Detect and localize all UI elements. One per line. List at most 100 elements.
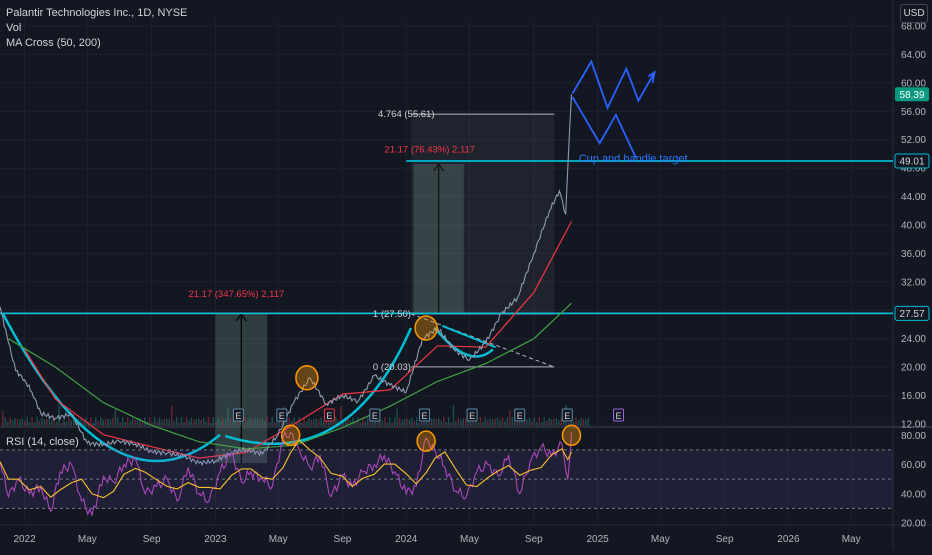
volume-label[interactable]: Vol: [6, 22, 22, 34]
y-tick-label: 40.00: [901, 221, 926, 232]
earnings-marker-letter: E: [517, 411, 523, 421]
symbol-title[interactable]: Palantir Technologies Inc., 1D, NYSE: [6, 7, 188, 19]
volume-bar: [428, 420, 430, 426]
volume-bar: [389, 417, 391, 426]
y-tick-label: 48.00: [901, 164, 926, 175]
y-tick-label: 64.00: [901, 50, 926, 61]
volume-bar: [19, 419, 21, 426]
rsi-tick-label: 40.00: [901, 489, 926, 500]
volume-bar: [63, 417, 65, 426]
volume-bar: [315, 418, 317, 426]
earnings-marker: [561, 408, 573, 422]
volume-bar: [560, 417, 562, 426]
volume-bar: [423, 421, 425, 426]
volume-bar: [575, 417, 577, 426]
ma-cross-label[interactable]: MA Cross (50, 200): [6, 37, 101, 49]
volume-bar: [92, 422, 95, 426]
volume-bar: [158, 417, 161, 426]
volume-bar: [205, 421, 207, 426]
last-price-label: 58.39: [899, 90, 924, 101]
volume-bar: [114, 409, 117, 426]
volume-bar: [580, 418, 582, 426]
volume-bar: [308, 417, 310, 426]
volume-bar: [166, 418, 168, 426]
volume-bar: [462, 418, 464, 426]
volume-bar: [479, 417, 482, 426]
volume-bar: [4, 417, 6, 426]
volume-bar: [563, 421, 565, 426]
rsi-tick-label: 20.00: [901, 519, 926, 530]
volume-bar: [347, 418, 349, 426]
volume-bar: [171, 405, 173, 426]
volume-bar: [53, 417, 55, 426]
y-tick-label: 24.00: [901, 334, 926, 345]
volume-bar: [33, 422, 36, 426]
volume-bar: [349, 420, 352, 426]
volume-bar: [6, 421, 9, 426]
volume-bar: [278, 420, 281, 426]
volume-bar: [384, 417, 386, 426]
x-tick-label: Sep: [143, 534, 161, 545]
volume-bar: [195, 418, 197, 426]
volume-bar: [403, 418, 406, 426]
volume-bar: [107, 418, 109, 426]
chart-annotation: 4.764 (55.61): [378, 109, 435, 120]
volume-bar: [251, 419, 254, 426]
level-price-tag: [894, 153, 930, 169]
volume-bar: [577, 420, 580, 426]
volume-bar: [482, 421, 484, 426]
rsi-highlight-circle: [280, 424, 301, 447]
volume-bar: [202, 417, 205, 426]
volume-bar: [533, 417, 536, 426]
volume-bar: [332, 422, 335, 426]
volume-bar: [239, 417, 242, 426]
highlight-circle: [295, 365, 319, 391]
volume-bar: [200, 419, 202, 426]
cup-right-arc: [224, 327, 413, 445]
volume-bar: [161, 419, 163, 426]
volume-bar: [567, 422, 570, 426]
volume-bar: [558, 420, 560, 426]
volume-bar: [362, 417, 364, 426]
volume-bar: [300, 422, 303, 426]
volume-bar: [396, 408, 398, 426]
volume-bar: [31, 417, 33, 426]
volume-bar: [496, 418, 499, 426]
volume-bar: [217, 417, 219, 426]
volume-bar: [330, 417, 332, 426]
handle-arc: [434, 327, 494, 358]
volume-bar: [408, 419, 411, 426]
volume-bar: [374, 418, 376, 426]
volume-bar: [420, 417, 423, 426]
fib-diagonal: [410, 313, 555, 368]
volume-bar: [212, 417, 215, 426]
volume-bar: [465, 418, 467, 426]
volume-bar: [173, 420, 175, 426]
volume-bar: [538, 417, 540, 426]
earnings-marker: [419, 408, 431, 422]
volume-bar: [457, 417, 460, 426]
volume-bar: [406, 418, 408, 426]
chart-annotation: Cup and handle target: [579, 153, 688, 165]
volume-bar: [504, 421, 506, 426]
volume-bar: [249, 417, 251, 426]
rsi-label[interactable]: RSI (14, close): [6, 436, 79, 448]
earnings-marker-letter: E: [235, 411, 241, 421]
volume-bar: [435, 419, 438, 426]
volume-bar: [340, 405, 342, 426]
volume-bar: [21, 417, 23, 426]
volume-bar: [242, 422, 244, 426]
volume-bar: [220, 420, 222, 426]
currency-button[interactable]: USD: [900, 4, 928, 23]
volume-bar: [151, 422, 153, 426]
volume-bar: [492, 419, 494, 426]
rsi-highlight-circle: [561, 424, 582, 447]
volume-bar: [487, 420, 489, 426]
volume-bar: [175, 417, 178, 426]
volume-bar: [313, 418, 315, 426]
volume-bar: [536, 422, 538, 426]
volume-bar: [43, 419, 46, 426]
volume-bar: [149, 417, 151, 426]
